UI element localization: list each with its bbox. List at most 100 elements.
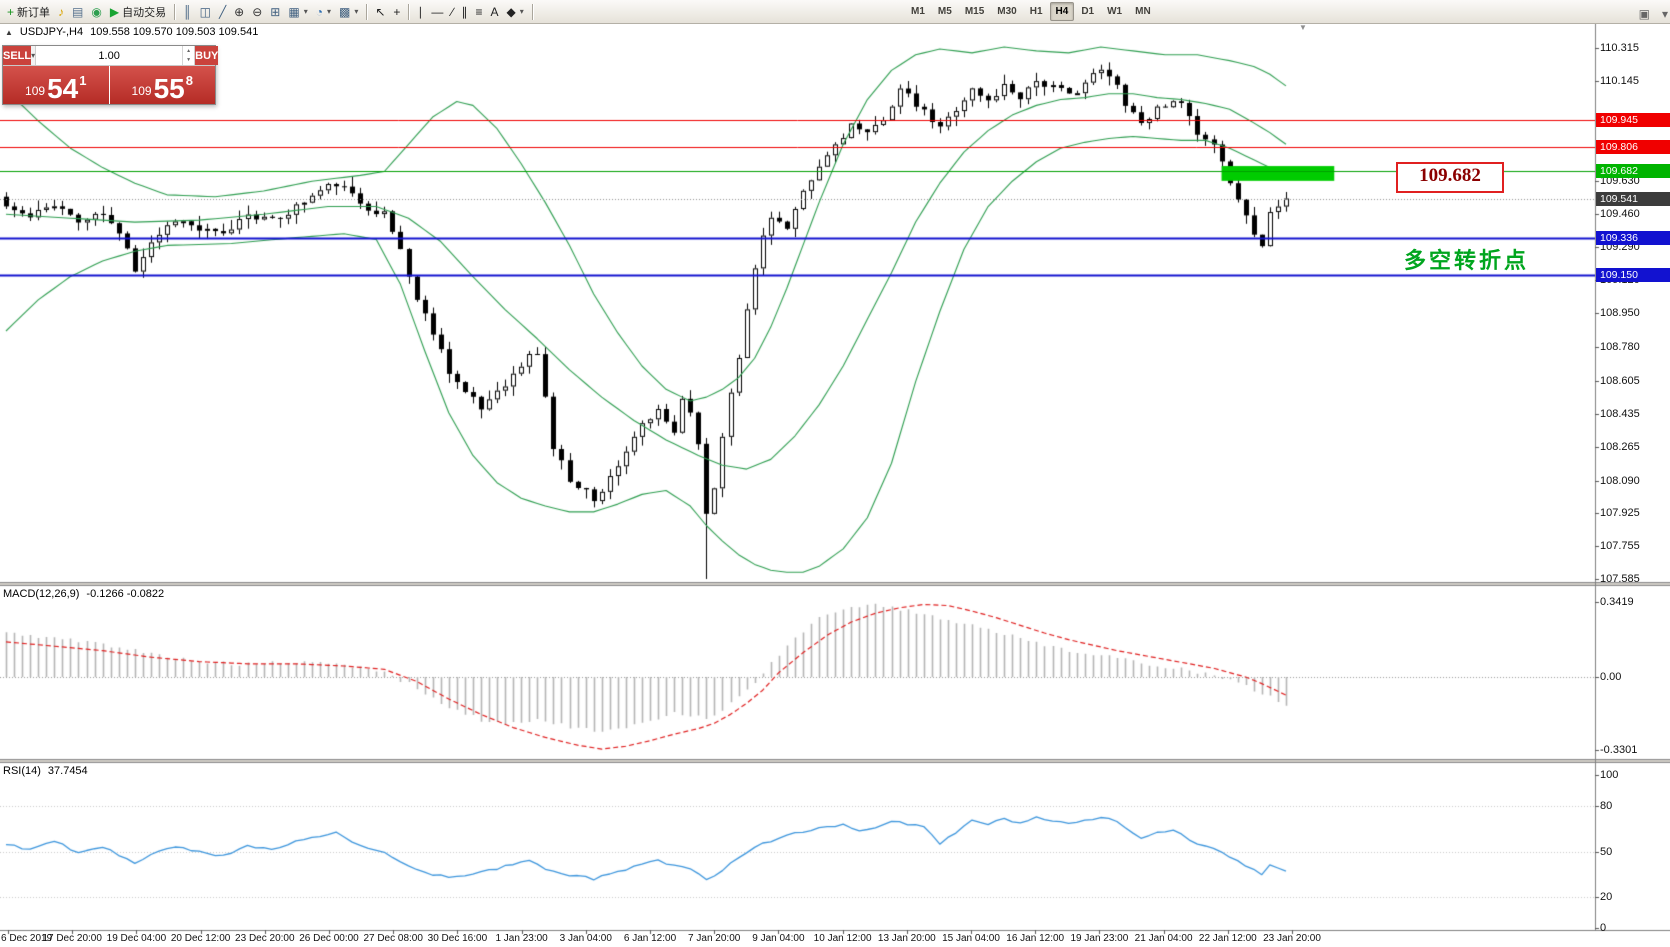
tile-windows-button[interactable]: ⊞ — [266, 1, 284, 23]
spin-down-icon[interactable]: ▼ — [186, 57, 192, 64]
community-icon-icon: ◉ — [91, 4, 102, 19]
megaphone-icon[interactable]: ♪ — [54, 1, 68, 23]
chevron-down-icon: ▾ — [354, 7, 359, 16]
timeframe-w1-button[interactable]: W1 — [1107, 6, 1123, 17]
channel-icon: ∥ — [461, 4, 468, 19]
more-icon: ▾ — [1661, 7, 1668, 21]
tile-windows-icon: ⊞ — [270, 4, 281, 19]
symbol-title: USDJPY-,H4 — [19, 26, 84, 38]
bar-chart-button[interactable]: ║ — [179, 1, 196, 23]
ohlc-values: 109.558 109.570 109.503 109.541 — [90, 26, 259, 38]
toolbar-right-group: ▣ ▾ — [1636, 3, 1670, 25]
fibonacci-button[interactable]: ≡ — [471, 1, 486, 23]
volume-spinner[interactable]: ▲ ▼ — [182, 46, 194, 65]
price-chart-canvas[interactable] — [0, 23, 1670, 947]
volume-input[interactable] — [36, 46, 183, 65]
rsi-value: 37.7454 — [47, 765, 88, 777]
new-order-icon: + — [7, 4, 15, 19]
sell-price-button[interactable]: 109 54 1 — [3, 66, 109, 104]
trade-panel-header-row: SELL ▾ ▲ ▼ BUY — [3, 46, 219, 66]
timeframe-m1-button[interactable]: M1 — [911, 6, 925, 17]
chevron-down-icon: ▾ — [519, 7, 524, 16]
autotrading-button[interactable]: ▶ 自动交易 — [106, 1, 170, 23]
buy-price-prefix: 109 — [131, 84, 152, 98]
chart-windows-icon[interactable]: ▤ — [68, 1, 87, 23]
channel-button[interactable]: ∥ — [457, 1, 471, 23]
buy-price-big: 55 — [153, 73, 185, 105]
profiles-button[interactable]: ◔ ▾ — [312, 1, 335, 23]
crosshair-button[interactable]: + — [389, 1, 404, 23]
new-chart-button[interactable]: ▦ ▾ — [284, 1, 311, 23]
chevron-down-icon: ▾ — [326, 7, 331, 16]
templates-icon: ▩ — [338, 4, 351, 19]
vertical-line-icon: ∣ — [417, 4, 424, 19]
buy-price-pip: 8 — [185, 73, 193, 88]
line-chart-icon: ╱ — [218, 4, 227, 19]
toolbar-separator — [174, 3, 176, 20]
timeframe-d1-button[interactable]: D1 — [1081, 6, 1095, 17]
vertical-line-button[interactable]: ∣ — [413, 1, 427, 23]
line-chart-button[interactable]: ╱ — [215, 1, 230, 23]
text-icon: A — [490, 4, 499, 19]
more-icon[interactable]: ▾ — [1659, 3, 1670, 25]
trendline-button[interactable]: ∕ — [447, 1, 457, 23]
fibonacci-icon: ≡ — [475, 4, 483, 19]
sell-price-big: 54 — [47, 73, 79, 105]
arrows-button[interactable]: ◆ ▾ — [502, 1, 527, 23]
timeframe-h4-button[interactable]: H4 — [1049, 2, 1075, 21]
rsi-indicator-label: RSI(14) 37.7454 — [3, 765, 88, 777]
chart-windows-icon-icon: ▤ — [72, 4, 84, 19]
crosshair-icon: + — [393, 4, 401, 19]
zoom-in-button[interactable]: ⊕ — [230, 1, 248, 23]
macd-name: MACD(12,26,9) — [3, 588, 80, 600]
sell-button[interactable]: SELL — [3, 46, 32, 65]
toolbar-separator — [408, 3, 410, 20]
timeframe-mn-button[interactable]: MN — [1135, 6, 1151, 17]
templates-button[interactable]: ▩ ▾ — [335, 1, 362, 23]
window-icon[interactable]: ▣ — [1636, 3, 1653, 25]
oneclick-collapse-icon[interactable]: ▲ — [5, 27, 13, 37]
zoom-out-button[interactable]: ⊖ — [248, 1, 266, 23]
community-icon[interactable]: ◉ — [87, 1, 105, 23]
timeframe-m30-button[interactable]: M30 — [997, 6, 1017, 17]
autotrading-icon: ▶ — [109, 4, 120, 19]
volume-field: ▲ ▼ — [36, 46, 196, 65]
buy-price-button[interactable]: 109 55 8 — [109, 66, 215, 105]
symbol-info-bar: ▲ USDJPY-,H4 109.558 109.570 109.503 109… — [5, 26, 258, 38]
buy-button[interactable]: BUY — [195, 46, 219, 65]
timeframe-m5-button[interactable]: M5 — [937, 6, 952, 17]
timeframe-toolbar: M1 M5 M15 M30 H1 H4 D1 W1 MN — [905, 2, 1157, 21]
price-annotation-box: 109.682 — [1396, 162, 1504, 193]
zoom-in-icon: ⊕ — [234, 4, 245, 19]
trendline-icon: ∕ — [451, 4, 454, 19]
turning-point-note: 多空转折点 — [1404, 248, 1530, 273]
megaphone-icon-icon: ♪ — [58, 4, 65, 19]
chart-shift-icon[interactable]: ▼ — [1299, 23, 1307, 32]
trade-dropdown-icon[interactable]: ▾ — [31, 46, 37, 65]
new-order-button[interactable]: + 新订单 — [3, 1, 54, 23]
toolbar-left-group: + 新订单 ♪ ▤ ◉ ▶ 自动交易 ║ ◫ ╱ ⊕ ⊖ ⊞ ▦ ▾ ◔ ▾ ▩ ▾ ↖ + ∣ ― ∕ ∥ ≡ A ◆ ▾ — [3, 0, 537, 23]
spin-up-icon[interactable]: ▲ — [186, 47, 192, 54]
chevron-down-icon: ▾ — [303, 7, 308, 16]
cursor-icon: ↖ — [375, 4, 386, 19]
cursor-button[interactable]: ↖ — [371, 1, 389, 23]
toolbar-separator — [531, 3, 533, 20]
bar-chart-icon: ║ — [183, 4, 192, 19]
sell-price-prefix: 109 — [25, 84, 46, 98]
candlestick-chart-button[interactable]: ◫ — [196, 1, 215, 23]
text-button[interactable]: A — [486, 1, 502, 23]
trade-panel-price-row: 109 54 1 109 55 8 — [3, 66, 215, 104]
arrows-icon: ◆ — [506, 4, 516, 19]
window-icon: ▣ — [1638, 7, 1650, 21]
horizontal-line-button[interactable]: ― — [427, 1, 447, 23]
new-order-button-label: 新订单 — [17, 6, 51, 19]
macd-indicator-label: MACD(12,26,9) -0.1266 -0.0822 — [3, 588, 164, 600]
zoom-out-icon: ⊖ — [252, 4, 263, 19]
horizontal-line-icon: ― — [431, 4, 444, 19]
timeframe-h1-button[interactable]: H1 — [1029, 6, 1043, 17]
chart-area: ▲ USDJPY-,H4 109.558 109.570 109.503 109… — [0, 23, 1670, 947]
sell-price-pip: 1 — [79, 73, 87, 88]
timeframe-m15-button[interactable]: M15 — [964, 6, 985, 17]
profiles-icon: ◔ — [315, 4, 323, 19]
